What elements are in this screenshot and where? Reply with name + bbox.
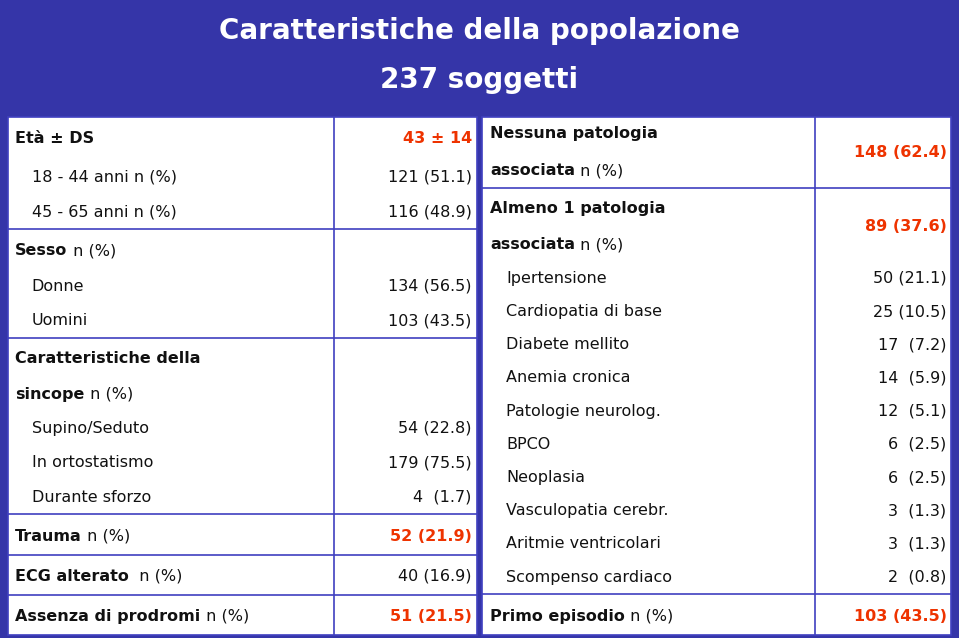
Text: 237 soggetti: 237 soggetti <box>381 66 578 94</box>
Text: Vasculopatia cerebr.: Vasculopatia cerebr. <box>506 503 668 518</box>
Text: Neoplasia: Neoplasia <box>506 470 585 485</box>
Text: 12  (5.1): 12 (5.1) <box>877 404 947 419</box>
Text: 43 ± 14: 43 ± 14 <box>403 131 472 146</box>
Text: Assenza di prodromi: Assenza di prodromi <box>15 609 200 624</box>
Text: 51 (21.5): 51 (21.5) <box>390 609 472 624</box>
Text: Anemia cronica: Anemia cronica <box>506 371 631 385</box>
Text: 6  (2.5): 6 (2.5) <box>888 437 947 452</box>
Text: Trauma: Trauma <box>15 529 82 544</box>
Text: 54 (22.8): 54 (22.8) <box>398 420 472 436</box>
Bar <box>8 117 477 635</box>
Text: n (%): n (%) <box>200 609 248 624</box>
Text: Donne: Donne <box>32 279 84 294</box>
Bar <box>0 0 959 112</box>
Text: Almeno 1 patologia: Almeno 1 patologia <box>490 200 666 216</box>
Text: 52 (21.9): 52 (21.9) <box>390 529 472 544</box>
Text: ECG alterato: ECG alterato <box>15 569 129 584</box>
Text: 40 (16.9): 40 (16.9) <box>398 569 472 584</box>
Text: Età ± DS: Età ± DS <box>15 131 95 146</box>
Text: 3  (1.3): 3 (1.3) <box>888 503 947 518</box>
Text: 45 - 65 anni n (%): 45 - 65 anni n (%) <box>32 204 176 219</box>
Text: associata: associata <box>490 237 575 253</box>
Text: Uomini: Uomini <box>32 313 88 329</box>
Text: 25 (10.5): 25 (10.5) <box>873 304 947 319</box>
Text: Ipertensione: Ipertensione <box>506 271 607 286</box>
Text: 89 (37.6): 89 (37.6) <box>865 219 947 234</box>
Text: Aritmie ventricolari: Aritmie ventricolari <box>506 537 661 551</box>
Text: Caratteristiche della popolazione: Caratteristiche della popolazione <box>219 17 740 45</box>
Text: 103 (43.5): 103 (43.5) <box>854 609 947 623</box>
Text: n (%): n (%) <box>82 529 130 544</box>
Bar <box>482 117 951 635</box>
Text: 17  (7.2): 17 (7.2) <box>878 338 947 352</box>
Text: associata: associata <box>490 163 575 178</box>
Text: 18 - 44 anni n (%): 18 - 44 anni n (%) <box>32 170 176 184</box>
Text: 3  (1.3): 3 (1.3) <box>888 537 947 551</box>
Text: BPCO: BPCO <box>506 437 550 452</box>
Text: 4  (1.7): 4 (1.7) <box>413 489 472 505</box>
Text: n (%): n (%) <box>84 387 133 402</box>
Text: 121 (51.1): 121 (51.1) <box>387 170 472 184</box>
Text: 116 (48.9): 116 (48.9) <box>388 204 472 219</box>
Text: Cardiopatia di base: Cardiopatia di base <box>506 304 663 319</box>
Text: 134 (56.5): 134 (56.5) <box>388 279 472 294</box>
Text: 6  (2.5): 6 (2.5) <box>888 470 947 485</box>
Text: n (%): n (%) <box>129 569 182 584</box>
Text: Primo episodio: Primo episodio <box>490 609 625 623</box>
Text: Durante sforzo: Durante sforzo <box>32 489 151 505</box>
Text: Diabete mellito: Diabete mellito <box>506 338 629 352</box>
Text: Caratteristiche della: Caratteristiche della <box>15 351 200 366</box>
Text: 148 (62.4): 148 (62.4) <box>854 145 947 160</box>
Text: n (%): n (%) <box>575 163 623 178</box>
Text: 179 (75.5): 179 (75.5) <box>388 455 472 470</box>
Text: Sesso: Sesso <box>15 243 68 258</box>
Text: In ortostatismo: In ortostatismo <box>32 455 153 470</box>
Text: n (%): n (%) <box>625 609 673 623</box>
Text: sincope: sincope <box>15 387 84 402</box>
Text: 103 (43.5): 103 (43.5) <box>388 313 472 329</box>
Text: Patologie neurolog.: Patologie neurolog. <box>506 404 661 419</box>
Text: 14  (5.9): 14 (5.9) <box>878 371 947 385</box>
Text: Supino/Seduto: Supino/Seduto <box>32 420 149 436</box>
Text: Nessuna patologia: Nessuna patologia <box>490 126 658 141</box>
Text: 2  (0.8): 2 (0.8) <box>888 570 947 584</box>
Text: Scompenso cardiaco: Scompenso cardiaco <box>506 570 672 584</box>
Text: n (%): n (%) <box>68 243 116 258</box>
Text: n (%): n (%) <box>575 237 623 253</box>
Text: 50 (21.1): 50 (21.1) <box>873 271 947 286</box>
